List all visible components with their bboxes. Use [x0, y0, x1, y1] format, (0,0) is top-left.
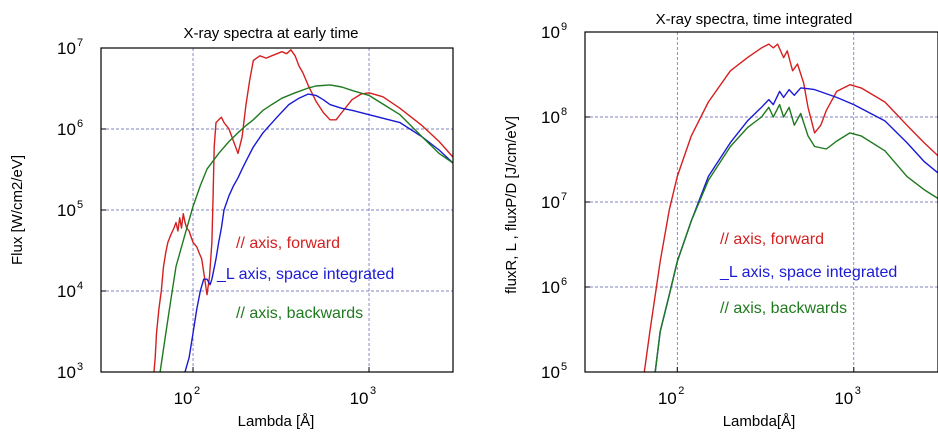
- legend: // axis, forward _L axis, space integrat…: [719, 231, 897, 317]
- x-tick-exponent: 2: [678, 385, 684, 397]
- legend-entry: // axis, forward: [720, 231, 824, 248]
- series-line-1: [654, 87, 938, 373]
- chart-title: X-ray spectra, time integrated: [656, 11, 853, 28]
- y-tick-exponent: 8: [561, 106, 567, 118]
- legend-entry: // axis, backwards: [720, 300, 847, 317]
- y-axis-label: fluxR, L , fluxP/D [J/cm/eV]: [503, 116, 520, 294]
- y-tick-label: 10: [57, 282, 76, 301]
- y-tick-label: 10: [541, 363, 560, 382]
- x-tick-label: 10: [174, 389, 193, 408]
- y-tick-label: 10: [541, 23, 560, 42]
- x-tick-exponent: 3: [370, 385, 376, 397]
- chart-title: X-ray spectra at early time: [183, 25, 358, 42]
- legend-entry: // axis, backwards: [236, 305, 363, 322]
- y-tick-exponent: 5: [561, 361, 567, 373]
- x-tick-label: 10: [834, 389, 853, 408]
- y-tick-exponent: 7: [561, 191, 567, 203]
- legend-entry: // axis, forward: [236, 235, 340, 252]
- series-line-2: [654, 103, 938, 373]
- y-tick-label: 10: [57, 120, 76, 139]
- x-axis-label: Lambda[Å]: [723, 413, 796, 430]
- series-line-0: [643, 43, 938, 373]
- y-tick-label: 10: [541, 193, 560, 212]
- x-tick-exponent: 3: [855, 385, 861, 397]
- y-tick-label: 10: [57, 201, 76, 220]
- y-tick-label: 10: [57, 363, 76, 382]
- x-tick-exponent: 2: [194, 385, 200, 397]
- y-tick-exponent: 7: [77, 37, 83, 49]
- legend-entry: _L axis, space integrated: [719, 264, 897, 281]
- y-tick-exponent: 6: [561, 276, 567, 288]
- series-line-2: [159, 84, 454, 373]
- x-tick-label: 10: [350, 389, 369, 408]
- x-axis-label: Lambda [Å]: [238, 413, 315, 430]
- y-tick-exponent: 3: [77, 361, 83, 373]
- legend-entry: _L axis, space integrated: [216, 266, 394, 283]
- series-line-0: [153, 49, 454, 373]
- x-tick-label: 10: [658, 389, 677, 408]
- y-tick-exponent: 4: [77, 280, 83, 292]
- y-tick-exponent: 9: [561, 21, 567, 33]
- legend: // axis, forward _L axis, space integrat…: [216, 235, 394, 322]
- y-tick-label: 10: [541, 108, 560, 127]
- y-tick-label: 10: [541, 278, 560, 297]
- y-tick-exponent: 5: [77, 199, 83, 211]
- y-axis-label: Flux [W/cm2/eV]: [9, 155, 26, 265]
- y-tick-exponent: 6: [77, 118, 83, 130]
- y-tick-label: 10: [57, 39, 76, 58]
- series-line-1: [184, 93, 454, 373]
